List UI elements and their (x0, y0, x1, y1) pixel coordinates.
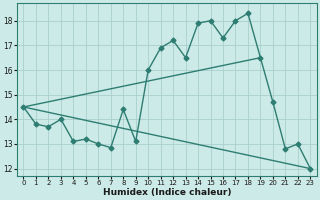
X-axis label: Humidex (Indice chaleur): Humidex (Indice chaleur) (103, 188, 231, 197)
